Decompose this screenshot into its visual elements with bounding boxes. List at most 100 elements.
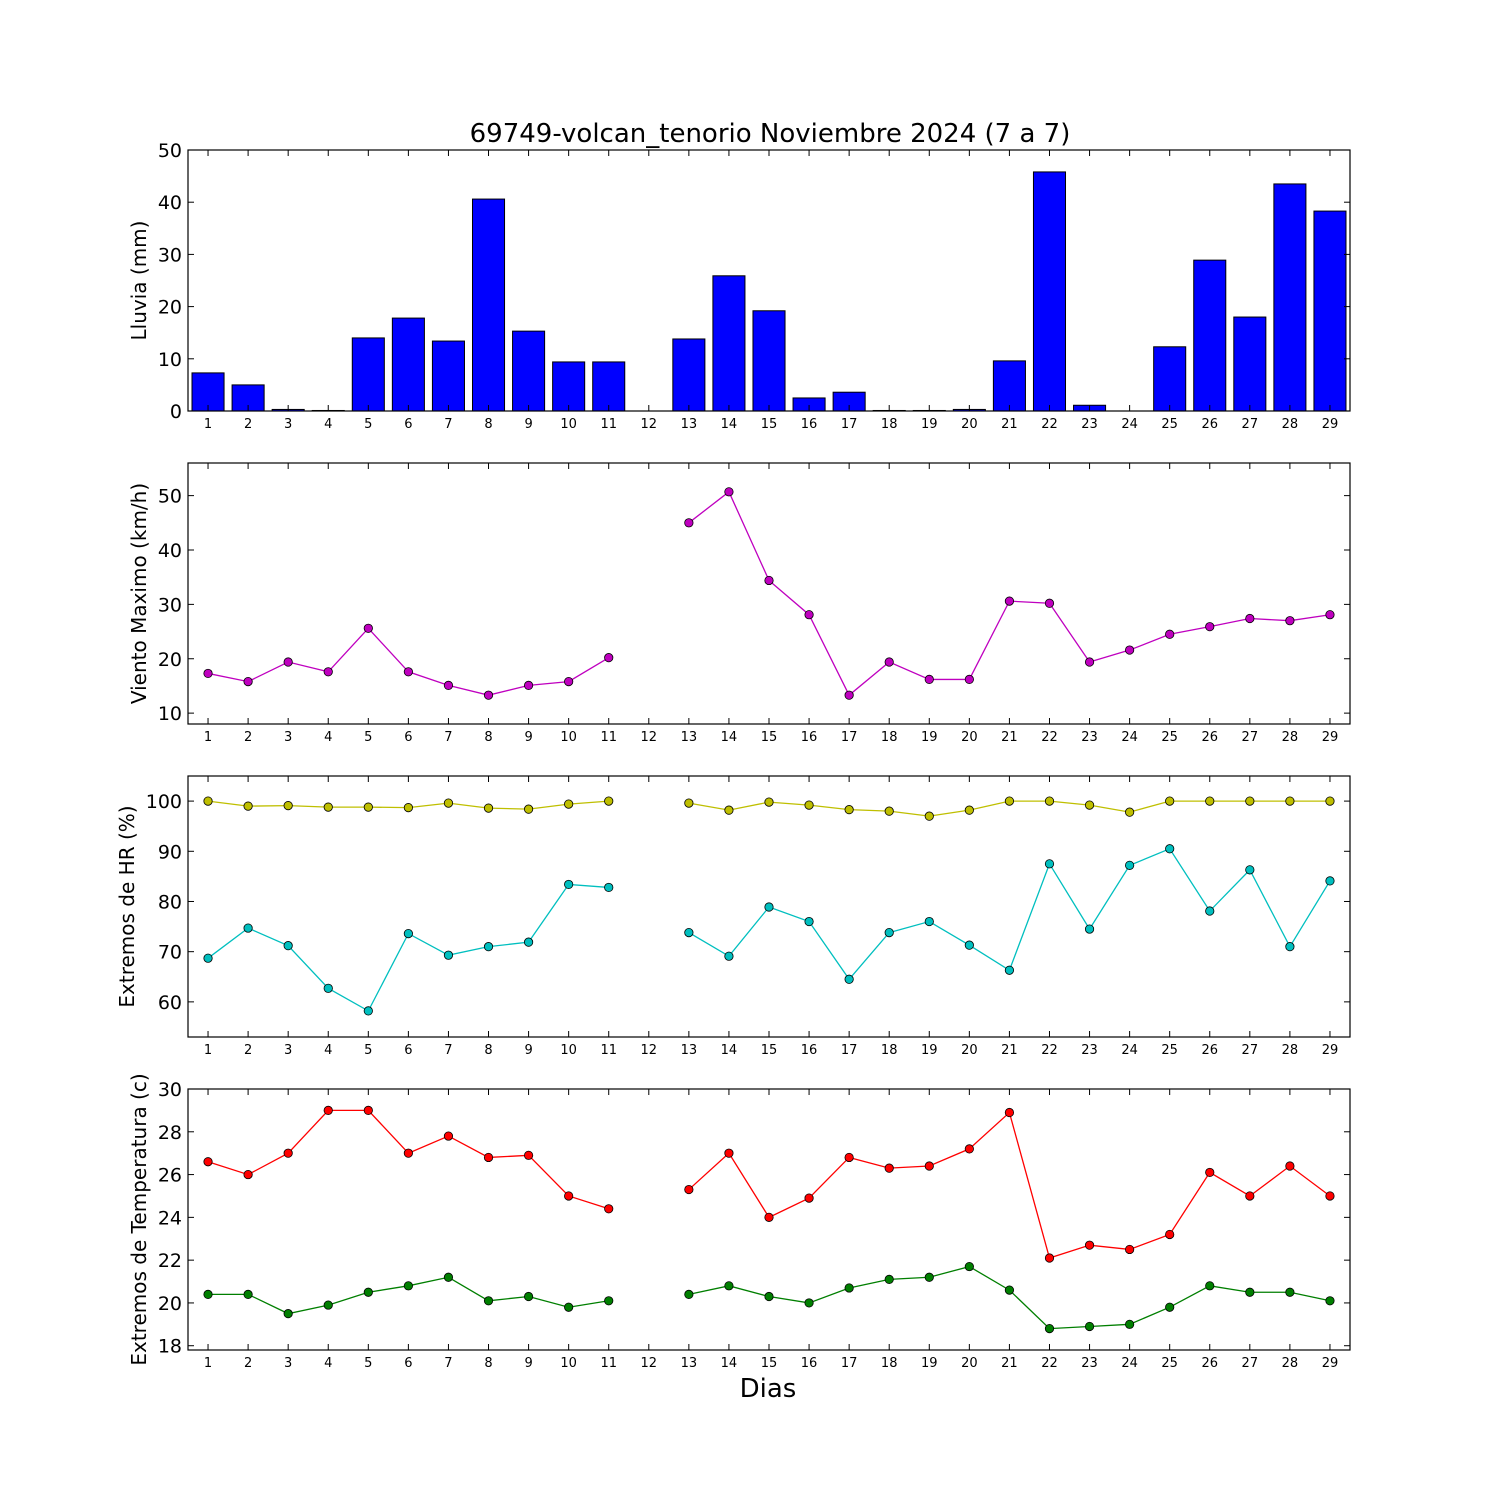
series-line <box>207 883 609 1012</box>
data-point <box>964 1261 974 1272</box>
data-point <box>523 1291 534 1302</box>
data-point <box>1125 860 1135 870</box>
x-tick-label: 24 <box>1121 730 1138 745</box>
x-tick-label: 10 <box>560 730 577 745</box>
data-point <box>1285 1287 1295 1297</box>
x-tick-label: 13 <box>681 1356 698 1371</box>
x-tick-label: 11 <box>600 1043 617 1058</box>
x-tick-label: 18 <box>881 1043 898 1058</box>
data-point <box>564 799 574 809</box>
data-point <box>1084 924 1095 934</box>
x-tick-label: 18 <box>881 730 898 745</box>
data-point <box>1004 796 1015 806</box>
x-tick-label: 19 <box>921 1043 938 1058</box>
x-tick-label: 27 <box>1242 1356 1259 1371</box>
data-point <box>1125 807 1135 817</box>
data-point <box>1325 610 1335 620</box>
x-tick-label: 28 <box>1282 1356 1299 1371</box>
data-point <box>243 1169 253 1180</box>
data-point <box>964 674 974 685</box>
data-point <box>1205 1167 1215 1178</box>
data-point <box>604 1296 614 1306</box>
x-tick-label: 14 <box>721 1043 738 1058</box>
rain-bar <box>672 338 706 412</box>
rain-bar <box>512 330 546 412</box>
x-tick-label: 9 <box>524 1356 532 1371</box>
rain-bar <box>1233 316 1267 412</box>
data-point <box>684 1289 694 1299</box>
rain-bar <box>592 361 626 412</box>
data-point <box>283 941 293 951</box>
x-tick-label: 7 <box>444 1043 452 1058</box>
x-tick-label: 22 <box>1041 730 1058 745</box>
x-tick-label: 21 <box>1001 730 1018 745</box>
y-tick-label: 60 <box>158 992 182 1014</box>
data-point <box>884 1274 894 1285</box>
y-axis-label: Extremos de Temperatura (c) <box>127 1073 151 1365</box>
y-tick-label: 10 <box>158 703 182 725</box>
data-point <box>323 1300 333 1310</box>
data-point <box>1205 622 1215 632</box>
data-point <box>724 951 734 961</box>
data-point <box>1165 844 1175 854</box>
data-point <box>884 927 894 938</box>
data-point <box>1004 965 1015 975</box>
data-point <box>1165 1229 1175 1240</box>
data-point <box>724 805 734 815</box>
x-tick-label: 12 <box>641 417 658 432</box>
data-point <box>1125 645 1135 655</box>
data-point <box>884 657 894 667</box>
x-tick-label: 29 <box>1322 1043 1339 1058</box>
data-point <box>764 575 774 586</box>
rain-bar <box>992 360 1026 412</box>
x-tick-label: 21 <box>1001 1043 1018 1058</box>
data-point <box>1004 596 1015 606</box>
x-tick-label: 4 <box>324 1356 332 1371</box>
rain-bar <box>351 337 385 412</box>
x-tick-label: 24 <box>1121 1043 1138 1058</box>
data-point <box>483 942 494 952</box>
data-point <box>1325 796 1335 806</box>
data-point <box>243 923 253 933</box>
y-tick-label: 100 <box>146 791 182 813</box>
data-point <box>564 1191 574 1201</box>
data-point <box>1044 598 1055 608</box>
data-point <box>403 667 413 677</box>
data-point <box>523 937 534 947</box>
y-tick-label: 80 <box>158 891 182 913</box>
data-point <box>1125 1244 1135 1255</box>
data-point <box>1285 796 1295 806</box>
data-point <box>564 1302 574 1312</box>
x-tick-label: 29 <box>1322 1356 1339 1371</box>
data-point <box>1004 1285 1015 1295</box>
data-point <box>1084 800 1095 810</box>
data-point <box>1325 1296 1335 1306</box>
x-tick-label: 8 <box>484 1043 492 1058</box>
data-point <box>403 1281 413 1291</box>
data-point <box>924 1161 934 1171</box>
data-point <box>443 1272 454 1282</box>
rain-bar <box>1273 183 1307 412</box>
data-point <box>283 1309 293 1319</box>
x-tick-label: 3 <box>284 1356 292 1371</box>
x-tick-label: 28 <box>1282 730 1299 745</box>
x-tick-label: 10 <box>560 417 577 432</box>
data-point <box>243 801 253 811</box>
data-point <box>764 1291 774 1302</box>
y-axis-label: Lluvia (mm) <box>127 221 151 341</box>
x-tick-label: 5 <box>364 730 372 745</box>
data-point <box>1044 796 1055 806</box>
x-tick-label: 16 <box>801 730 818 745</box>
data-point <box>483 803 494 813</box>
data-point <box>684 927 694 938</box>
data-point <box>924 674 934 685</box>
x-tick-label: 8 <box>484 417 492 432</box>
series-line <box>688 490 1331 697</box>
data-point <box>363 802 373 812</box>
x-tick-label: 25 <box>1161 730 1178 745</box>
data-point <box>283 801 293 811</box>
data-point <box>764 797 774 807</box>
data-point <box>1285 942 1295 952</box>
x-tick-label: 19 <box>921 730 938 745</box>
